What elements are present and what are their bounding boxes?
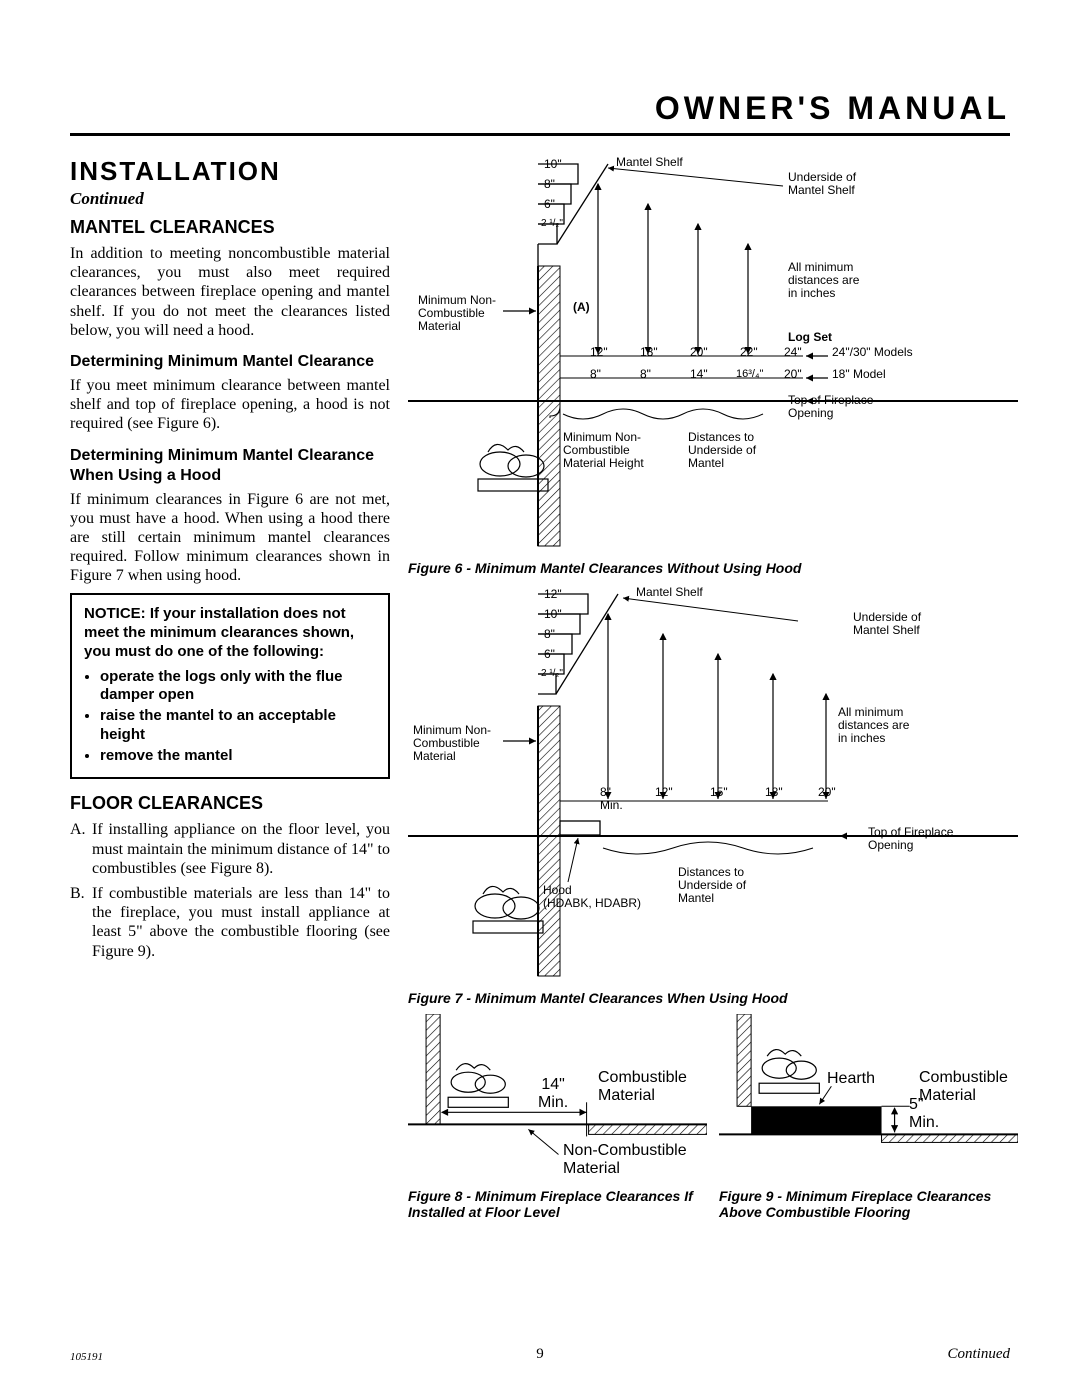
mantel-sub2-body: If minimum clearances in Figure 6 are no… xyxy=(70,490,390,586)
page-footer: 105191 9 Continued xyxy=(70,1346,1010,1363)
fig6-row24-2: 20" xyxy=(690,346,708,359)
fig9-combustible: Combustible Material xyxy=(919,1069,1008,1104)
fig7-dist-under: Distances to Underside of Mantel xyxy=(678,866,746,906)
fig6-row18-model: 18" Model xyxy=(832,368,886,381)
fig6-underside: Underside of Mantel Shelf xyxy=(788,171,856,197)
fig6-row18-2: 14" xyxy=(690,368,708,381)
fig7-underside: Underside of Mantel Shelf xyxy=(853,611,921,637)
figure-8-diagram: 14" Min. Combustible Material Non-Combus… xyxy=(408,1014,707,1184)
fig7-row-2: 15" xyxy=(710,786,728,799)
floor-heading: FLOOR CLEARANCES xyxy=(70,793,390,814)
fig6-row24-3: 22" xyxy=(740,346,758,359)
fig6-row24-model: 24"/30" Models xyxy=(832,346,913,359)
fig6-all-min: All minimum distances are in inches xyxy=(788,261,859,301)
fig6-mantel-shelf: Mantel Shelf xyxy=(616,156,683,169)
fig6-top-open: Top of Fireplace Opening xyxy=(788,394,873,420)
fig9-hearth: Hearth xyxy=(827,1070,875,1088)
section-heading: INSTALLATION xyxy=(70,156,390,187)
fig7-step-1: 10" xyxy=(544,608,562,621)
fig8-dist: 14" Min. xyxy=(538,1076,568,1111)
fig7-row-1: 12" xyxy=(655,786,673,799)
fig7-top-open: Top of Fireplace Opening xyxy=(868,826,953,852)
fig6-step-0: 10" xyxy=(544,158,562,171)
fig7-mantel-shelf: Mantel Shelf xyxy=(636,586,703,599)
mantel-sub1-body: If you meet minimum clearance between ma… xyxy=(70,376,390,434)
fig6-row18-3: 16³/₄" xyxy=(736,368,763,380)
continued-footer: Continued xyxy=(948,1346,1011,1363)
fig6-dist-under: Distances to Underside of Mantel xyxy=(688,431,756,471)
fig7-noncomb: Minimum Non- Combustible Material xyxy=(413,724,491,764)
fig7-all-min: All minimum distances are in inches xyxy=(838,706,909,746)
fig7-row-0: 8" Min. xyxy=(600,786,623,812)
continued-label: Continued xyxy=(70,189,390,209)
fig7-row-4: 20" xyxy=(818,786,836,799)
list-marker-b: B. xyxy=(70,884,92,961)
mantel-intro: In addition to meeting noncombustible ma… xyxy=(70,244,390,340)
fig6-step-1: 8" xyxy=(544,178,555,191)
notice-box: NOTICE: If your installation does not me… xyxy=(70,593,390,779)
left-column: INSTALLATION Continued MANTEL CLEARANCES… xyxy=(70,156,390,1220)
fig6-row18-1: 8" xyxy=(640,368,651,381)
figure-8-caption: Figure 8 - Minimum Fireplace Clearances … xyxy=(408,1188,707,1220)
mantel-sub2-heading: Determining Minimum Mantel Clearance Whe… xyxy=(70,446,390,486)
fig7-step-2: 8" xyxy=(544,628,555,641)
notice-lead: NOTICE: If your installation does not me… xyxy=(84,605,354,660)
notice-item: remove the mantel xyxy=(100,747,376,766)
fig6-noncomb-height: Minimum Non- Combustible Material Height xyxy=(563,431,644,471)
fig6-row18-4: 20" xyxy=(784,368,802,381)
fig7-hood: Hood (HDABK, HDABR) xyxy=(543,884,641,910)
floor-item-b: If combustible materials are less than 1… xyxy=(92,884,390,961)
fig7-step-4: 2 ¹/₂" xyxy=(541,668,563,679)
right-column: 10" 8" 6" 2 ¹/₂" Mantel Shelf Underside … xyxy=(408,156,1018,1220)
figure-6-diagram: 10" 8" 6" 2 ¹/₂" Mantel Shelf Underside … xyxy=(408,156,1018,556)
fig6-log-set: Log Set xyxy=(788,331,832,344)
fig6-row24-1: 18" xyxy=(640,346,658,359)
figure-6-svg xyxy=(408,156,1018,556)
fig8-noncombustible: Non-Combustible Material xyxy=(563,1142,687,1177)
fig7-step-3: 6" xyxy=(544,648,555,661)
fig6-step-2: 6" xyxy=(544,198,555,211)
figure-7-caption: Figure 7 - Minimum Mantel Clearances Whe… xyxy=(408,990,1018,1006)
fig7-row-3: 18" xyxy=(765,786,783,799)
fig6-row24-4: 24" xyxy=(784,346,802,359)
fig6-noncomb: Minimum Non- Combustible Material xyxy=(418,294,496,334)
fig6-row18-0: 8" xyxy=(590,368,601,381)
page-header-title: OWNER'S MANUAL xyxy=(70,90,1010,136)
page-number: 9 xyxy=(536,1346,544,1363)
figure-6-caption: Figure 6 - Minimum Mantel Clearances Wit… xyxy=(408,560,1018,576)
figure-9-caption: Figure 9 - Minimum Fireplace Clearances … xyxy=(719,1188,1018,1220)
doc-number: 105191 xyxy=(70,1351,103,1363)
list-marker-a: A. xyxy=(70,820,92,878)
figure-7-diagram: 12" 10" 8" 6" 2 ¹/₂" Mantel Shelf Unders… xyxy=(408,586,1018,986)
notice-item: raise the mantel to an acceptable height xyxy=(100,707,376,745)
mantel-heading: MANTEL CLEARANCES xyxy=(70,217,390,238)
fig6-step-3: 2 ¹/₂" xyxy=(541,218,563,229)
notice-item: operate the logs only with the flue damp… xyxy=(100,668,376,706)
floor-item-a: If installing appliance on the floor lev… xyxy=(92,820,390,878)
mantel-sub1-heading: Determining Minimum Mantel Clearance xyxy=(70,352,390,372)
figure-9-diagram: Hearth 5" Min. Combustible Material xyxy=(719,1014,1018,1184)
fig6-row24-0: 12" xyxy=(590,346,608,359)
fig8-combustible: Combustible Material xyxy=(598,1069,687,1104)
fig6-a-label: (A) xyxy=(573,301,590,314)
fig7-step-0: 12" xyxy=(544,588,562,601)
